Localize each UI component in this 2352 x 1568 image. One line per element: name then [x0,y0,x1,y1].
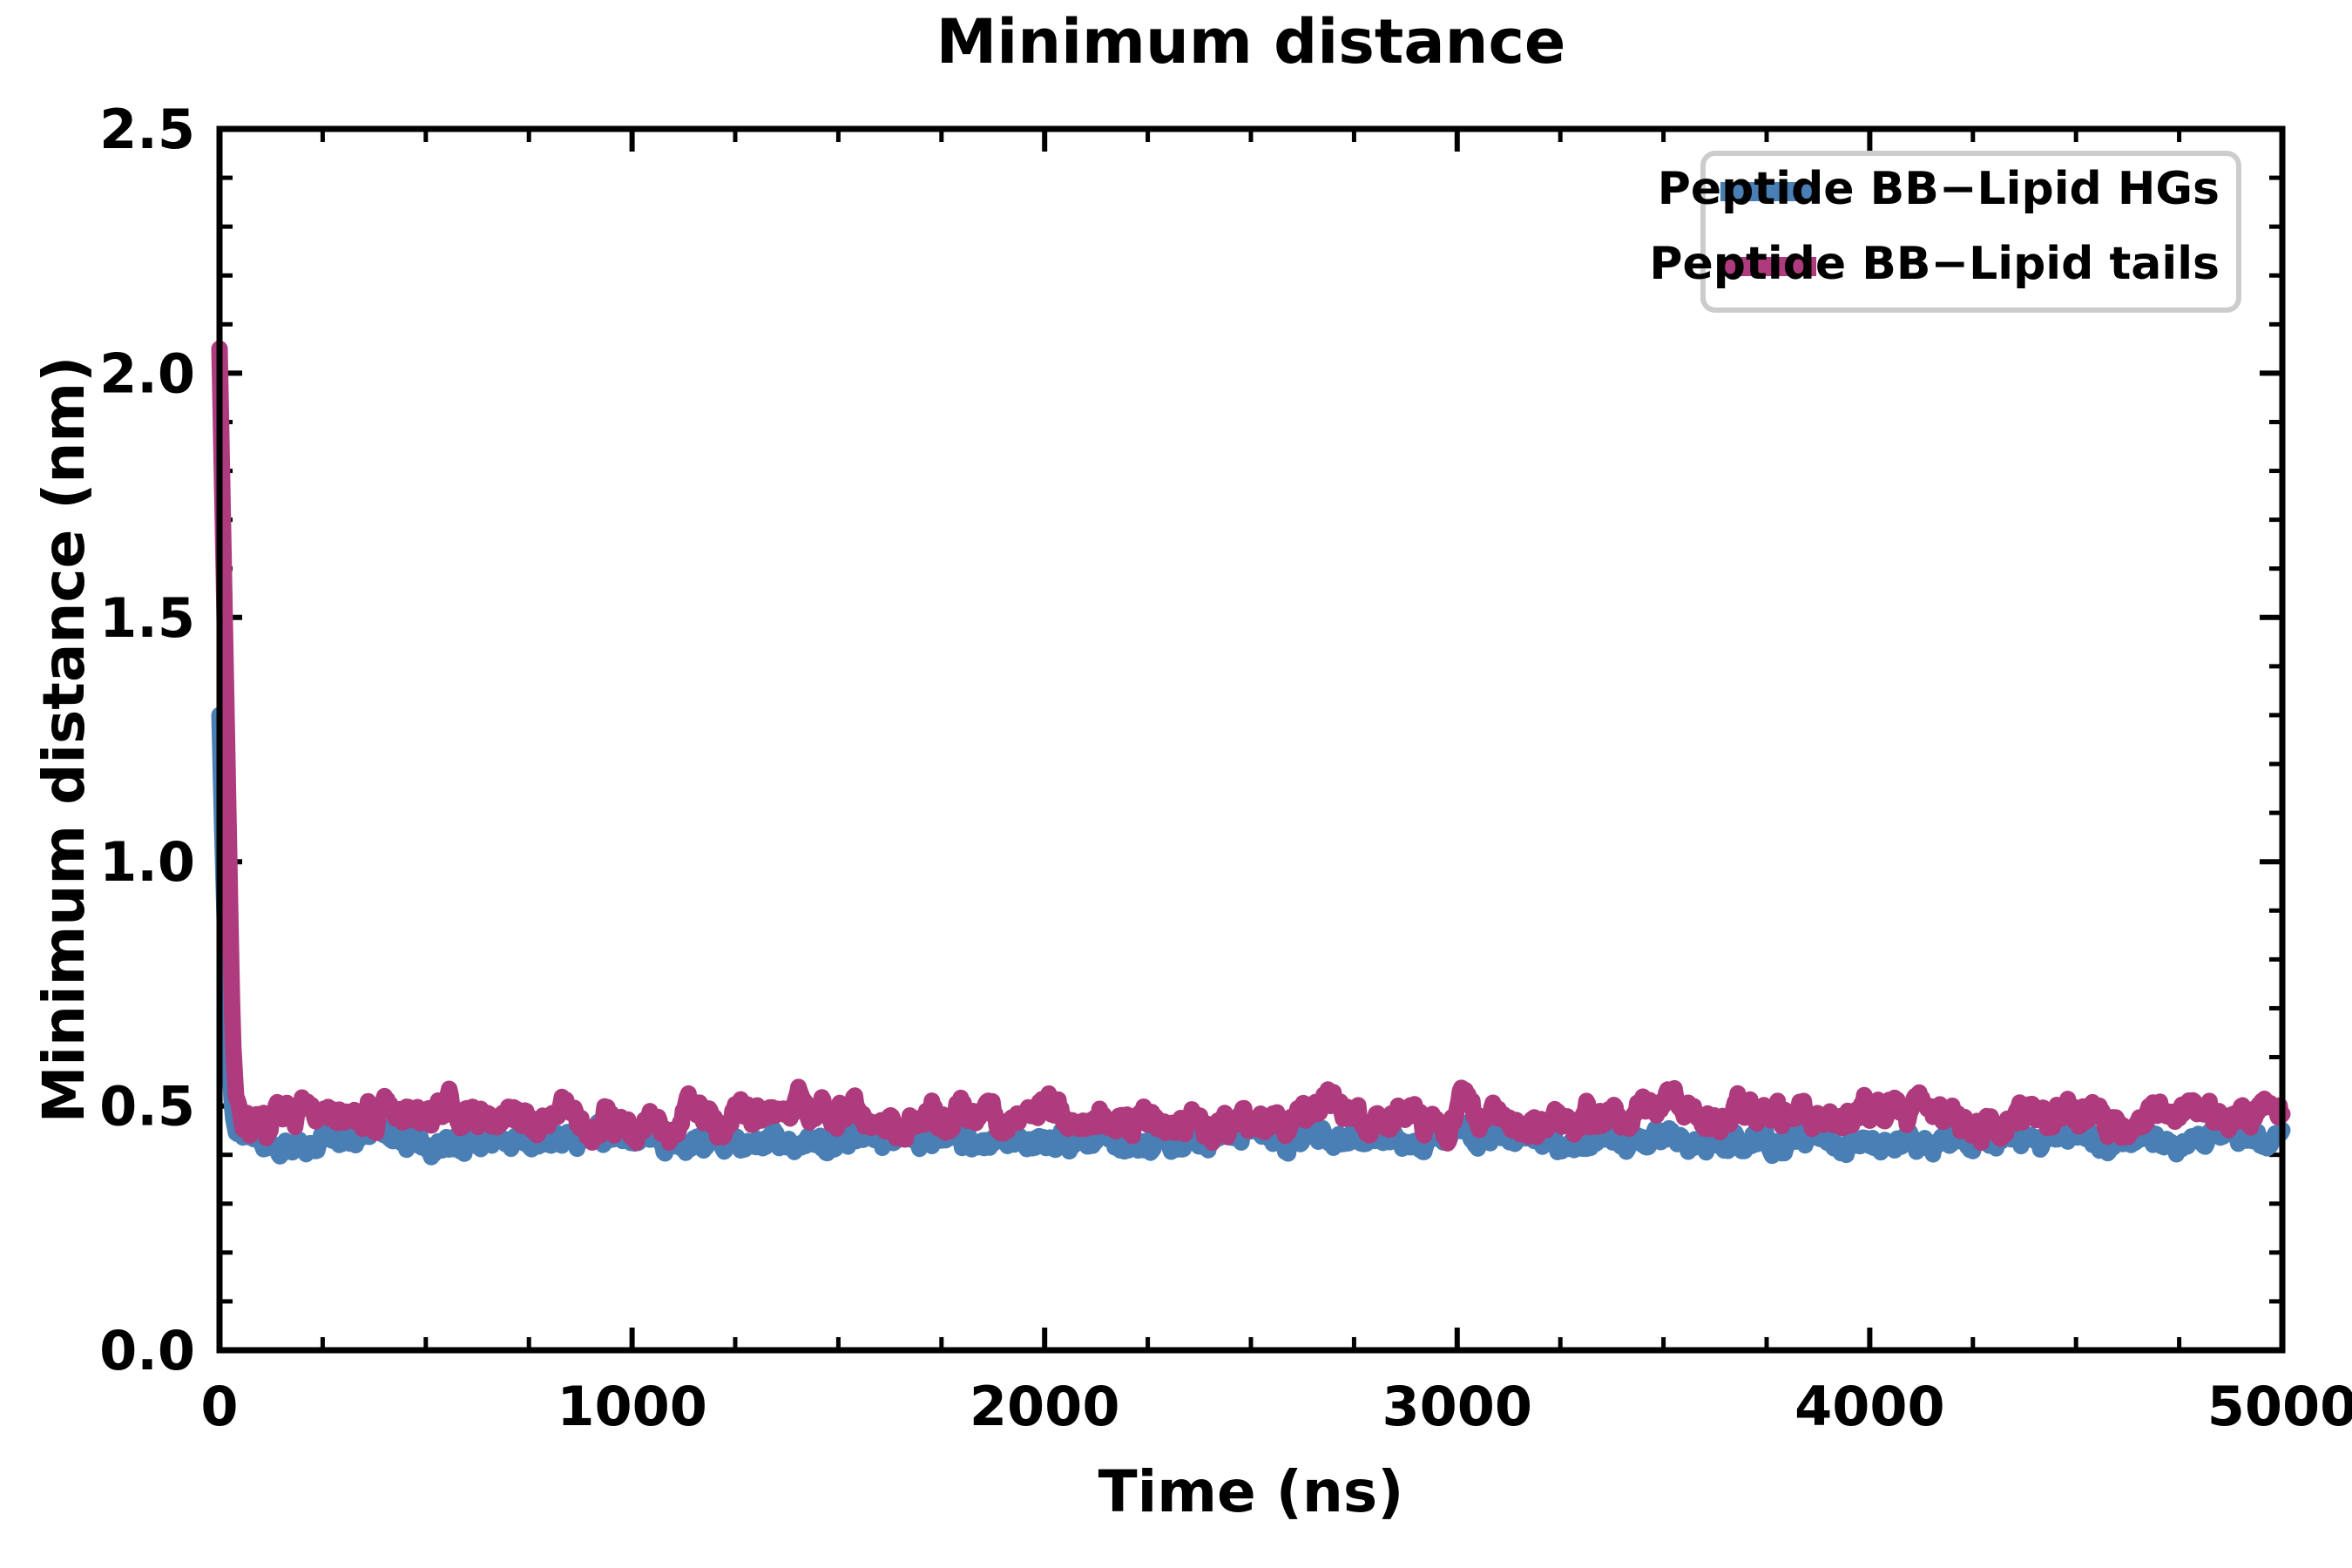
y-tick-label: 0.0 [99,1319,195,1382]
x-axis-label: Time (ns) [1098,1458,1404,1525]
x-tick-label: 0 [200,1375,238,1438]
legend-label-1: Peptide BB−Lipid HGs [1658,163,2220,215]
x-tick-label: 4000 [1794,1375,1945,1438]
x-tick-label: 3000 [1382,1375,1533,1438]
y-tick-label: 2.0 [99,341,195,405]
y-tick-label: 1.0 [99,830,195,894]
chart-title: Minimum distance [936,6,1566,78]
y-axis-label: Minimum distance (nm) [30,356,98,1124]
x-tick-label: 2000 [970,1375,1120,1438]
chart-legend[interactable]: Peptide BB−Lipid HGs Peptide BB−Lipid tai… [1649,151,2241,313]
x-tick-label: 1000 [557,1375,707,1438]
y-tick-label: 2.5 [99,98,195,161]
plot-frame [216,125,2286,1354]
y-axis-tick-labels: 0.0 0.5 1.0 1.5 2.0 2.5 [99,98,195,1382]
x-tick-label: 5000 [2207,1375,2352,1438]
legend-box [1700,151,2241,313]
y-tick-label: 1.5 [99,586,195,650]
series-line-2 [211,340,2291,1152]
x-axis-tick-labels: 0 1000 2000 3000 4000 5000 [200,1375,2352,1438]
data-series-group [211,340,2291,1166]
y-tick-label: 0.5 [99,1075,195,1139]
legend-label-2: Peptide BB−Lipid tails [1649,238,2220,290]
